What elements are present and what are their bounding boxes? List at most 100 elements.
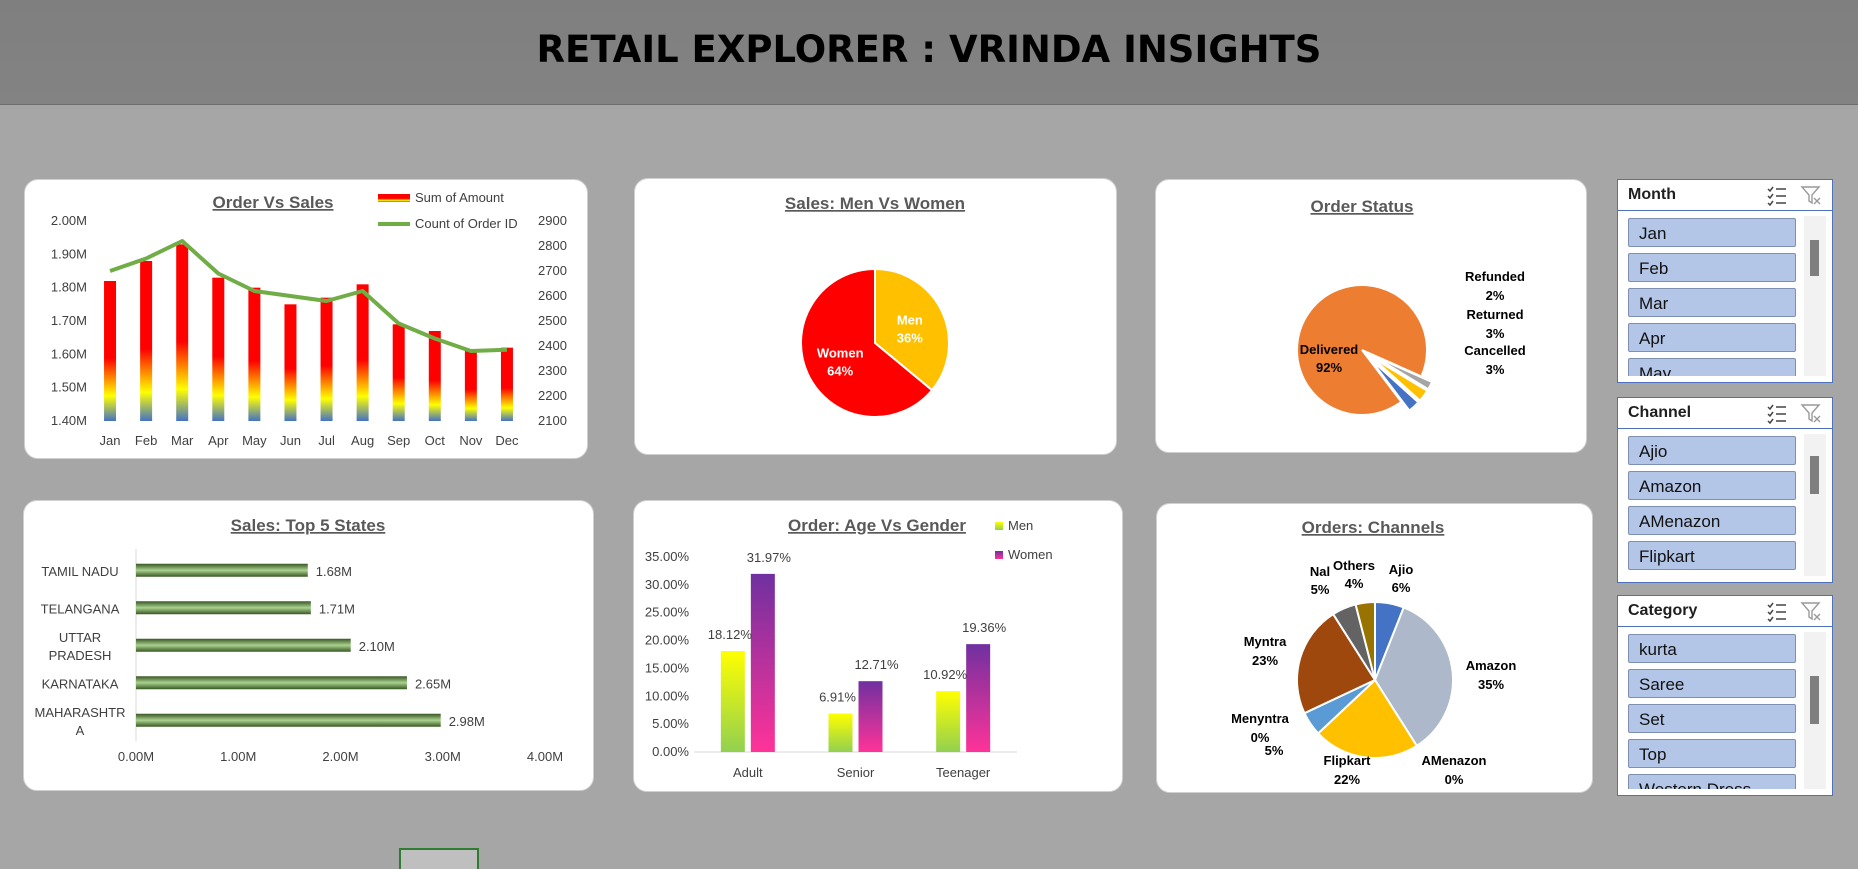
y-tick-state: KARNATAKA <box>42 676 119 691</box>
y-tick-state: PRADESH <box>49 648 112 663</box>
channel-slicer-item-ajio[interactable]: Ajio <box>1628 436 1796 465</box>
channel-slicer-item-amazon[interactable]: Amazon <box>1628 471 1796 500</box>
pie-value-myntra: 23% <box>1252 653 1278 668</box>
month-slicer-scrollbar[interactable] <box>1804 216 1826 376</box>
channels-slice-others[interactable] <box>1354 600 1376 681</box>
channel-slicer[interactable]: Channel Ajio Amazon AMenazon Flipkart <box>1617 397 1833 583</box>
data-label-men: 6.91% <box>819 690 856 705</box>
scroll-thumb[interactable] <box>1810 456 1819 494</box>
pie-label-flipkart: Flipkart <box>1324 753 1372 768</box>
bar-women-senior[interactable] <box>858 681 883 752</box>
channel-slicer-items: Ajio Amazon AMenazon Flipkart <box>1628 436 1796 576</box>
scroll-thumb[interactable] <box>1810 676 1819 724</box>
channels-slice-flipkart[interactable] <box>1316 678 1419 759</box>
category-slicer-item-top[interactable]: Top <box>1628 739 1796 768</box>
category-slicer-scrollbar[interactable] <box>1804 632 1826 789</box>
bar-amount-apr[interactable] <box>212 277 225 421</box>
men-vs-women-card[interactable]: Sales: Men Vs Women Men 36% Women 64% <box>634 178 1117 455</box>
category-slicer-item-saree[interactable]: Saree <box>1628 669 1796 698</box>
channels-card[interactable]: Orders: Channels Ajio 6% Amazon 35% AMenazon 0… <box>1156 503 1593 793</box>
month-slicer-item-apr[interactable]: Apr <box>1628 323 1796 352</box>
bar-men-teenager[interactable] <box>936 691 961 752</box>
y-left-tick: 2.00M <box>51 213 87 228</box>
bar-men-adult[interactable] <box>720 651 745 752</box>
category-slicer-item-set[interactable]: Set <box>1628 704 1796 733</box>
multi-select-icon[interactable] <box>1766 600 1788 622</box>
channels-chart: Orders: Channels Ajio 6% Amazon 35% AMenazon 0… <box>1231 518 1516 787</box>
bar-amount-jan[interactable] <box>104 281 117 421</box>
multi-select-icon[interactable] <box>1766 184 1788 206</box>
order-status-slice-returned[interactable] <box>1370 356 1429 403</box>
x-tick-dec: Dec <box>495 433 519 448</box>
clear-filter-icon[interactable] <box>1800 402 1822 424</box>
bar-amount-may[interactable] <box>248 287 261 421</box>
bar-men-senior[interactable] <box>828 713 853 752</box>
month-slicer-item-may[interactable]: May <box>1628 358 1796 376</box>
pie-label-others: Others <box>1333 558 1375 573</box>
pie-label-cancelled: Cancelled <box>1464 343 1525 358</box>
top-states-card[interactable]: Sales: Top 5 States 0.00M 1.00M 2.00M 3.00M 4… <box>23 500 594 791</box>
bar-amount-sep[interactable] <box>392 324 405 421</box>
bar-women-teenager[interactable] <box>966 644 991 752</box>
order-vs-sales-card[interactable]: Order Vs Sales Sum of Amount Count of Orde… <box>24 179 588 459</box>
y-tick: 5.00% <box>652 716 689 731</box>
channel-slicer-scrollbar[interactable] <box>1804 434 1826 576</box>
men-women-slice-men[interactable] <box>874 267 950 392</box>
category-slicer-item-kurta[interactable]: kurta <box>1628 634 1796 663</box>
y-left-tick: 1.40M <box>51 413 87 428</box>
x-tick-aug: Aug <box>351 433 374 448</box>
clear-filter-icon[interactable] <box>1800 600 1822 622</box>
bar-state-maharashtra[interactable] <box>136 713 441 727</box>
top-states-chart: Sales: Top 5 States 0.00M 1.00M 2.00M 3.00M 4… <box>34 516 563 764</box>
bar-amount-jun[interactable] <box>284 304 297 421</box>
bar-state-telangana[interactable] <box>136 601 311 615</box>
y-right-tick: 2800 <box>538 238 567 253</box>
pie-label-ajio: Ajio <box>1389 562 1414 577</box>
bar-amount-mar[interactable] <box>176 244 189 421</box>
data-label-women: 12.71% <box>854 657 899 672</box>
order-status-slice-refunded[interactable] <box>1372 354 1434 391</box>
month-slicer[interactable]: Month Jan Feb Mar Apr May <box>1617 179 1833 383</box>
y-tick: 0.00% <box>652 744 689 759</box>
men-women-slice-women[interactable] <box>800 267 934 418</box>
order-status-slice-delivered[interactable] <box>1296 284 1428 416</box>
order-status-title: Order Status <box>1311 197 1414 216</box>
order-status-slice-cancelled[interactable] <box>1369 358 1420 413</box>
order-status-card[interactable]: Order Status Delivered 92% Refunded 2% Return… <box>1155 179 1587 453</box>
x-tick-nov: Nov <box>459 433 483 448</box>
bar-state-tamil-nadu[interactable] <box>136 563 308 577</box>
y-tick-state: TAMIL NADU <box>41 564 118 579</box>
scroll-thumb[interactable] <box>1810 240 1819 276</box>
bar-amount-nov[interactable] <box>464 351 477 421</box>
multi-select-icon[interactable] <box>1766 402 1788 424</box>
bar-amount-feb[interactable] <box>140 261 153 421</box>
bar-state-karnataka[interactable] <box>136 676 407 690</box>
y-right-tick: 2400 <box>538 338 567 353</box>
channels-slice-amazon[interactable] <box>1373 606 1454 748</box>
month-slicer-item-jan[interactable]: Jan <box>1628 218 1796 247</box>
bar-amount-oct[interactable] <box>428 331 441 421</box>
data-label-women: 19.36% <box>962 620 1007 635</box>
bar-amount-dec[interactable] <box>500 347 513 421</box>
channel-slicer-header: Channel <box>1618 398 1832 429</box>
channels-slice-myntra[interactable] <box>1296 612 1377 715</box>
channel-slicer-item-amenazon[interactable]: AMenazon <box>1628 506 1796 535</box>
pie-value-returned: 3% <box>1486 326 1505 341</box>
bar-women-adult[interactable] <box>750 573 775 752</box>
age-vs-gender-card[interactable]: Order: Age Vs Gender Men Women 0.00% 5.00% 10… <box>633 500 1123 792</box>
month-slicer-item-mar[interactable]: Mar <box>1628 288 1796 317</box>
channel-slicer-item-flipkart[interactable]: Flipkart <box>1628 541 1796 570</box>
line-count-of-order-id[interactable] <box>109 239 508 353</box>
sheet-tab[interactable] <box>399 848 479 869</box>
month-slicer-item-feb[interactable]: Feb <box>1628 253 1796 282</box>
clear-filter-icon[interactable] <box>1800 184 1822 206</box>
bar-label-state: 2.65M <box>415 676 451 691</box>
y-left-tick: 1.60M <box>51 346 87 361</box>
bar-state-uttar-pradesh[interactable] <box>136 638 351 652</box>
category-slicer-item-western-dress[interactable]: Western Dress <box>1628 774 1796 789</box>
bar-amount-aug[interactable] <box>356 284 369 421</box>
category-slicer[interactable]: Category kurta Saree Set Top Western Dress <box>1617 595 1833 796</box>
pie-value-others: 4% <box>1345 576 1364 591</box>
pie-label-menyntra: Menyntra <box>1231 711 1290 726</box>
bar-amount-jul[interactable] <box>320 297 333 421</box>
